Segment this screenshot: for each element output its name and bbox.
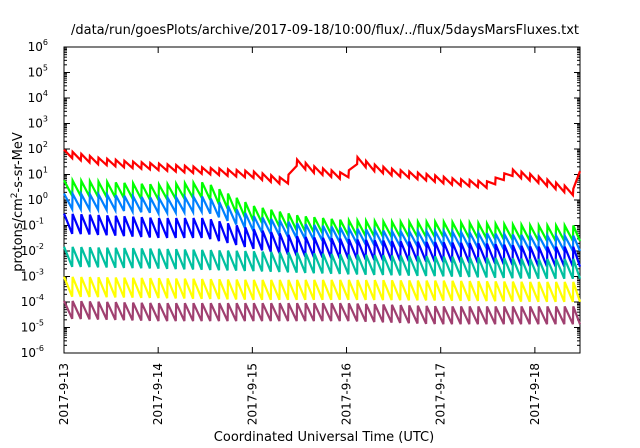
series-line-1 xyxy=(63,148,582,198)
y-tick-label: 104 xyxy=(28,89,48,105)
y-tick-label: 106 xyxy=(28,38,48,54)
series-line-7 xyxy=(62,300,582,325)
series-line-6 xyxy=(62,276,582,303)
y-tick-label: 10-6 xyxy=(21,344,44,360)
x-tick-label: 2017-9-15 xyxy=(245,363,259,425)
y-tick-label: 100 xyxy=(28,191,48,207)
y-tick-label: 102 xyxy=(28,140,48,156)
y-tick-label: 10-1 xyxy=(21,217,44,233)
y-axis-label: protons/cm2-s-sr-MeV xyxy=(10,132,26,272)
series-line-5 xyxy=(62,246,582,280)
y-tick-label: 105 xyxy=(28,64,48,80)
y-tick-label: 10-2 xyxy=(21,242,44,258)
chart-title: /data/run/goesPlots/archive/2017-09-18/1… xyxy=(71,23,579,38)
x-tick-label: 2017-9-18 xyxy=(528,363,542,425)
y-tick-label: 10-5 xyxy=(21,319,44,335)
x-tick-label: 2017-9-13 xyxy=(57,363,71,425)
y-tick-label: 103 xyxy=(28,115,48,131)
x-tick-label: 2017-9-17 xyxy=(434,363,448,425)
y-tick-label: 10-3 xyxy=(21,268,44,284)
y-tick-label: 101 xyxy=(28,166,48,182)
x-axis-label: Coordinated Universal Time (UTC) xyxy=(214,430,434,445)
x-tick-label: 2017-9-14 xyxy=(151,363,165,425)
x-tick-label: 2017-9-16 xyxy=(340,363,354,425)
y-tick-label: 10-4 xyxy=(21,293,44,309)
